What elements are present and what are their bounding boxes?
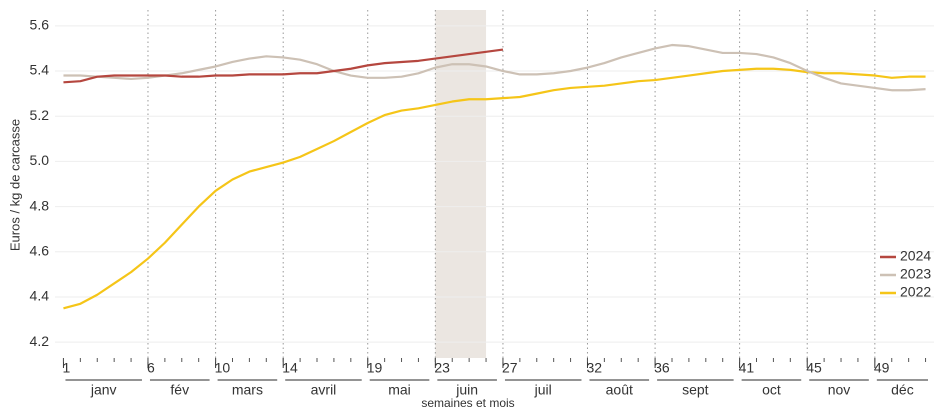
y-tick-label: 4.8 bbox=[30, 197, 50, 213]
month-label: avril bbox=[311, 382, 337, 398]
x-tick-label: 49 bbox=[874, 360, 890, 376]
legend-label: 2023 bbox=[900, 266, 931, 282]
month-label: mars bbox=[232, 382, 263, 398]
legend-label: 2022 bbox=[900, 284, 931, 300]
highlight-band bbox=[435, 10, 487, 358]
y-tick-label: 4.4 bbox=[30, 288, 50, 304]
y-tick-label: 5.2 bbox=[30, 107, 50, 123]
y-axis-label: Euros / kg de carcasse bbox=[7, 119, 22, 251]
month-label: janv bbox=[90, 382, 117, 398]
month-label: juin bbox=[455, 382, 478, 398]
x-tick-label: 19 bbox=[367, 360, 383, 376]
x-tick-label: 41 bbox=[739, 360, 755, 376]
x-tick-label: 1 bbox=[62, 360, 70, 376]
x-tick-label: 36 bbox=[654, 360, 670, 376]
x-tick-label: 27 bbox=[502, 360, 518, 376]
month-label: oct bbox=[762, 382, 781, 398]
x-tick-label: 32 bbox=[586, 360, 602, 376]
y-tick-label: 5.6 bbox=[30, 17, 50, 33]
month-label: déc bbox=[891, 382, 914, 398]
y-tick-label: 5.0 bbox=[30, 152, 50, 168]
month-label: sept bbox=[682, 382, 709, 398]
y-tick-label: 4.6 bbox=[30, 242, 50, 258]
series-line bbox=[63, 48, 504, 84]
y-tick-label: 5.4 bbox=[30, 62, 50, 78]
month-label: nov bbox=[828, 382, 851, 398]
x-axis-label: semaines et mois bbox=[421, 396, 514, 410]
y-tick-label: 4.2 bbox=[30, 333, 50, 349]
x-tick-label: 10 bbox=[215, 360, 231, 376]
month-label: août bbox=[606, 382, 633, 398]
legend-label: 2024 bbox=[900, 248, 931, 264]
x-tick-label: 6 bbox=[147, 360, 155, 376]
x-tick-label: 45 bbox=[806, 360, 822, 376]
series-line bbox=[63, 43, 926, 92]
series-line bbox=[63, 67, 926, 310]
x-tick-label: 23 bbox=[434, 360, 450, 376]
month-label: juil bbox=[534, 382, 552, 398]
x-tick-label: 14 bbox=[282, 360, 298, 376]
month-label: mai bbox=[388, 382, 411, 398]
month-label: fév bbox=[170, 382, 189, 398]
